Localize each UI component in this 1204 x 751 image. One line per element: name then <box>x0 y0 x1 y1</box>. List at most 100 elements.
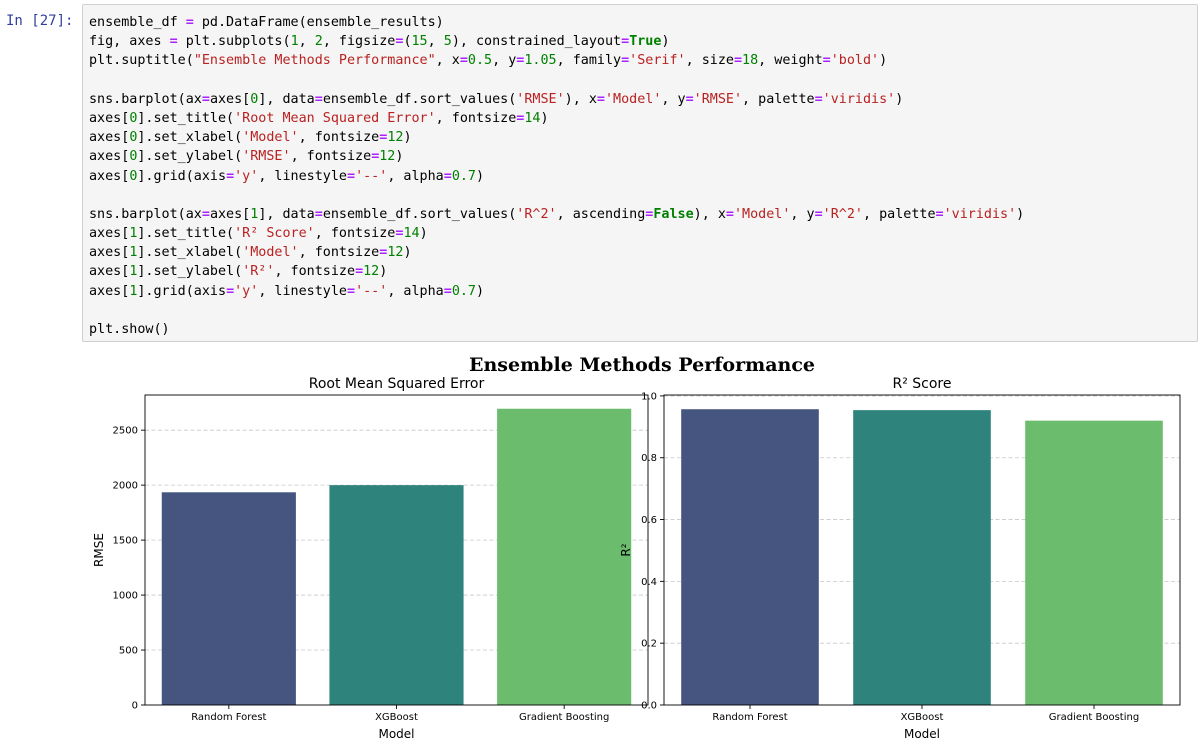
y-axis-label: R² <box>619 543 633 556</box>
code-token: = <box>443 168 452 184</box>
code-token: plt.show() <box>89 322 170 337</box>
code-token: = <box>685 91 694 107</box>
code-token: = <box>347 283 356 299</box>
code-editor[interactable]: ensemble_df = pd.DataFrame(ensemble_resu… <box>83 5 1197 339</box>
code-token: , ascending <box>556 206 646 222</box>
code-token: 0 <box>250 91 259 107</box>
y-tick-label: 2500 <box>113 426 138 437</box>
y-tick-label: 1.0 <box>641 391 657 402</box>
code-token: 'R^2' <box>516 206 557 222</box>
code-token: = <box>725 206 734 222</box>
code-token: = <box>226 283 235 299</box>
code-token: ].set_title( <box>137 226 235 242</box>
code-line <box>89 186 1197 205</box>
code-token: , fontsize <box>298 245 380 261</box>
code-token: 12 <box>379 149 396 165</box>
code-token: ].set_ylabel( <box>137 149 243 165</box>
code-token: ) <box>540 110 549 126</box>
code-token: , fontsize <box>435 110 517 126</box>
code-token: 'Model' <box>242 245 299 261</box>
y-tick-label: 0 <box>132 701 138 712</box>
y-tick-label: 0.0 <box>641 701 657 712</box>
code-token: , palette <box>862 206 936 222</box>
code-token: ) <box>419 226 428 242</box>
code-token: axes[ <box>209 206 251 222</box>
code-token: , y <box>661 91 686 107</box>
code-token: axes[ <box>89 283 130 299</box>
code-token: sns.barplot(ax <box>89 206 202 222</box>
code-token: = <box>935 206 944 222</box>
code-token: 0 <box>129 168 138 184</box>
code-line <box>89 301 1197 320</box>
code-token: True <box>629 34 662 50</box>
code-token: 0.7 <box>451 283 476 299</box>
y-tick-label: 2000 <box>113 481 138 492</box>
code-line: axes[0].grid(axis='y', linestyle='--', a… <box>89 167 1197 186</box>
code-token: = <box>596 91 605 107</box>
code-cell[interactable]: ensemble_df = pd.DataFrame(ensemble_resu… <box>82 4 1198 342</box>
x-axis-label: Model <box>904 727 940 741</box>
x-tick-label: Gradient Boosting <box>519 712 609 723</box>
code-token: ) <box>476 283 485 299</box>
code-line: plt.show() <box>89 320 1197 339</box>
code-token: = <box>201 91 210 107</box>
code-token: 12 <box>387 245 404 261</box>
code-token: = <box>185 15 194 30</box>
bar <box>853 410 991 705</box>
code-token: = <box>516 53 525 69</box>
code-token: 'bold' <box>830 53 880 69</box>
output-area: Ensemble Methods Performance 0 500 1000 150… <box>82 348 1204 747</box>
code-token: = <box>395 34 404 50</box>
code-line: sns.barplot(ax=axes[0], data=ensemble_df… <box>89 90 1197 109</box>
code-token: = <box>226 168 235 184</box>
code-token: 0 <box>129 149 138 165</box>
code-token: 1.05 <box>524 53 557 69</box>
x-tick-label: XGBoost <box>375 712 418 723</box>
x-tick-label: Random Forest <box>191 712 266 723</box>
code-token: 1 <box>129 226 138 242</box>
cell-prompt: In [27]: <box>6 13 74 29</box>
code-token: , linestyle <box>258 168 347 184</box>
code-token: ) <box>661 34 670 50</box>
code-token: 'R² Score' <box>234 226 315 242</box>
code-token: , figsize <box>322 34 396 50</box>
code-token: = <box>621 53 630 69</box>
code-token: = <box>379 130 388 146</box>
code-token: axes[ <box>89 245 130 261</box>
code-line: axes[0].set_title('Root Mean Squared Err… <box>89 109 1197 128</box>
code-token: axes[ <box>209 91 251 107</box>
code-token: = <box>395 226 404 242</box>
code-token: = <box>814 206 823 222</box>
code-token: 5 <box>443 34 452 50</box>
x-tick-label: XGBoost <box>901 712 944 723</box>
code-line: axes[0].set_ylabel('RMSE', fontsize=12) <box>89 147 1197 166</box>
code-token: , <box>298 34 315 50</box>
code-token: fig, axes <box>89 34 170 50</box>
code-token: ensemble_df.sort_values( <box>322 206 517 222</box>
code-token: ), x <box>564 91 597 107</box>
y-tick-label: 0.2 <box>641 639 657 650</box>
code-token: , palette <box>742 91 815 107</box>
figure-suptitle: Ensemble Methods Performance <box>469 354 815 376</box>
code-token: 'R^2' <box>822 206 863 222</box>
code-token: 14 <box>524 110 541 126</box>
code-token: ), constrained_layout <box>451 34 622 50</box>
code-line <box>89 71 1197 90</box>
code-token: ensemble_df.sort_values( <box>322 91 517 107</box>
code-token: ) <box>879 53 888 69</box>
code-token: ], data <box>258 206 315 222</box>
code-token: 0.7 <box>451 168 476 184</box>
code-token: = <box>169 34 178 50</box>
bar <box>161 492 296 705</box>
code-token: 'Model' <box>604 91 662 107</box>
code-token: ], data <box>258 91 315 107</box>
chart-title: R² Score <box>892 376 951 392</box>
code-token: "Ensemble Methods Performance" <box>193 53 436 69</box>
y-tick-label: 1500 <box>113 536 138 547</box>
code-token: = <box>733 53 743 69</box>
code-token: , size <box>685 53 734 69</box>
code-token: , <box>427 34 444 50</box>
code-token: 'R²' <box>242 264 275 280</box>
code-token: 0 <box>129 110 138 126</box>
code-token: ].set_title( <box>137 110 235 126</box>
